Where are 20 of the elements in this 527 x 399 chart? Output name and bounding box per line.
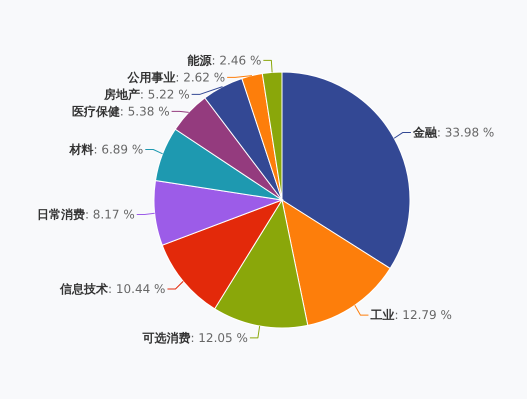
data-label: : 2.46 %	[212, 53, 262, 68]
slice-label: 日常消费	[36, 208, 85, 222]
data-label: : 12.79 %	[394, 308, 452, 322]
slice-label: 医疗保健	[72, 104, 120, 118]
slice-label: 工业	[369, 308, 394, 322]
slice-label: 信息技术	[59, 282, 108, 296]
slice-label: 材料	[68, 142, 94, 156]
slice-label: 房地产	[102, 87, 140, 102]
data-label: : 2.62 %	[175, 70, 226, 84]
data-label: : 10.44 %	[108, 282, 166, 296]
data-label: : 33.98 %	[436, 125, 494, 140]
data-label: : 8.17 %	[84, 208, 135, 222]
data-label: : 6.89 %	[94, 142, 144, 156]
data-label: : 5.22 %	[140, 87, 190, 102]
slice-label: 公用事业	[126, 70, 176, 84]
slice-label: 金融	[412, 125, 438, 140]
data-label: : 12.05 %	[190, 330, 248, 345]
slice-label: 可选消费	[141, 330, 190, 345]
slice-label: 能源	[188, 53, 213, 68]
data-label: : 5.38 %	[120, 104, 170, 118]
